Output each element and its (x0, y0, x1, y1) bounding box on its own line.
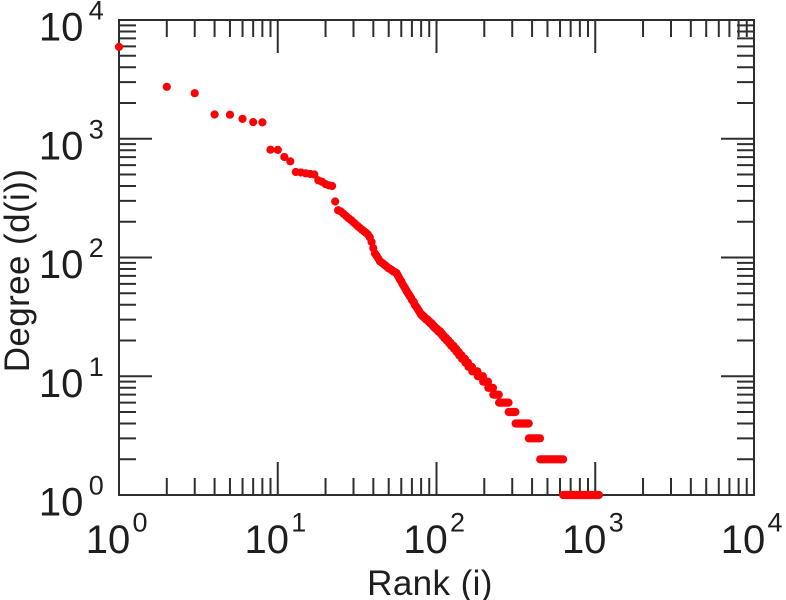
svg-text:10: 10 (562, 518, 607, 562)
svg-text:10: 10 (39, 6, 84, 50)
svg-text:Degree (d(i)): Degree (d(i)) (0, 169, 37, 373)
svg-text:10: 10 (403, 518, 448, 562)
svg-text:2: 2 (89, 233, 104, 263)
svg-text:10: 10 (721, 518, 766, 562)
svg-text:10: 10 (39, 362, 84, 406)
svg-text:2: 2 (450, 508, 465, 538)
svg-text:10: 10 (39, 243, 84, 287)
svg-text:10: 10 (245, 518, 290, 562)
svg-text:1: 1 (291, 508, 306, 538)
svg-text:0: 0 (89, 471, 104, 501)
svg-text:10: 10 (39, 481, 84, 525)
svg-text:4: 4 (89, 0, 104, 26)
svg-text:3: 3 (609, 508, 624, 538)
svg-text:Rank (i): Rank (i) (367, 564, 493, 600)
svg-text:4: 4 (768, 508, 783, 538)
svg-text:0: 0 (133, 508, 148, 538)
svg-text:10: 10 (39, 124, 84, 168)
svg-text:3: 3 (89, 114, 104, 144)
svg-text:10: 10 (86, 518, 131, 562)
svg-text:1: 1 (89, 352, 104, 382)
